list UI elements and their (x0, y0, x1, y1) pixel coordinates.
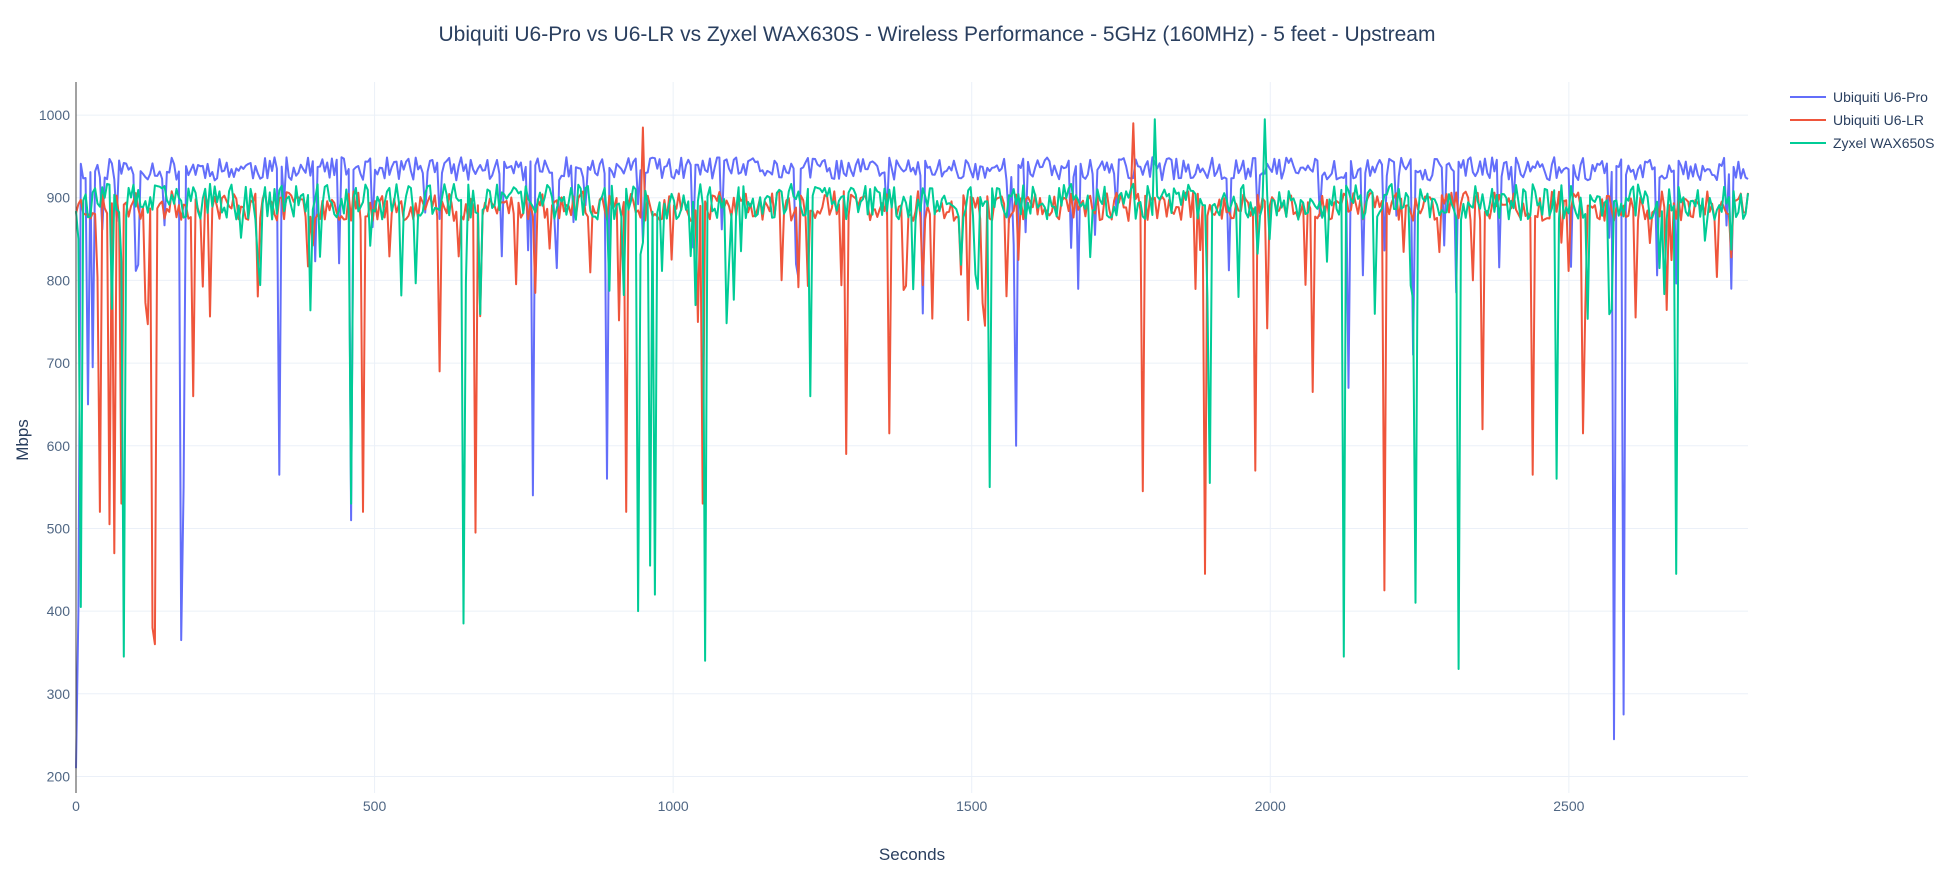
x-tick-label: 500 (363, 798, 387, 814)
y-tick-label: 200 (47, 768, 71, 784)
legend-item[interactable]: Ubiquiti U6-LR (1790, 112, 1924, 128)
x-axis-label: Seconds (879, 845, 945, 864)
x-tick-label: 2000 (1255, 798, 1286, 814)
y-tick-label: 500 (47, 520, 71, 536)
x-tick-label: 0 (72, 798, 80, 814)
x-tick-label: 1500 (956, 798, 987, 814)
y-tick-label: 1000 (39, 107, 70, 123)
x-tick-label: 2500 (1553, 798, 1584, 814)
y-tick-label: 400 (47, 603, 71, 619)
y-tick-label: 800 (47, 272, 71, 288)
y-axis-label: Mbps (13, 419, 32, 461)
series-line-zyxel-wax650s (75, 118, 1749, 670)
axes: 200 300 400 500 600 700 800 900 1000 0 500 1000 1500… (39, 82, 1585, 814)
y-tick-label: 700 (47, 355, 71, 371)
y-tick-label: 300 (47, 686, 71, 702)
legend-label: Zyxel WAX650S (1833, 135, 1934, 151)
y-tick-label: 900 (47, 190, 71, 206)
legend-item[interactable]: Zyxel WAX650S (1790, 135, 1934, 151)
x-tick-label: 1000 (658, 798, 689, 814)
y-tick-label: 600 (47, 438, 71, 454)
legend[interactable]: Ubiquiti U6-Pro Ubiquiti U6-LR Zyxel WAX65… (1790, 89, 1934, 151)
legend-label: Ubiquiti U6-LR (1833, 112, 1924, 128)
series-lines (75, 118, 1749, 769)
chart-title: Ubiquiti U6-Pro vs U6-LR vs Zyxel WAX630… (439, 23, 1436, 46)
legend-label: Ubiquiti U6-Pro (1833, 89, 1928, 105)
legend-item[interactable]: Ubiquiti U6-Pro (1790, 89, 1928, 105)
series-line-ubiquiti-u6-pro (75, 156, 1749, 769)
